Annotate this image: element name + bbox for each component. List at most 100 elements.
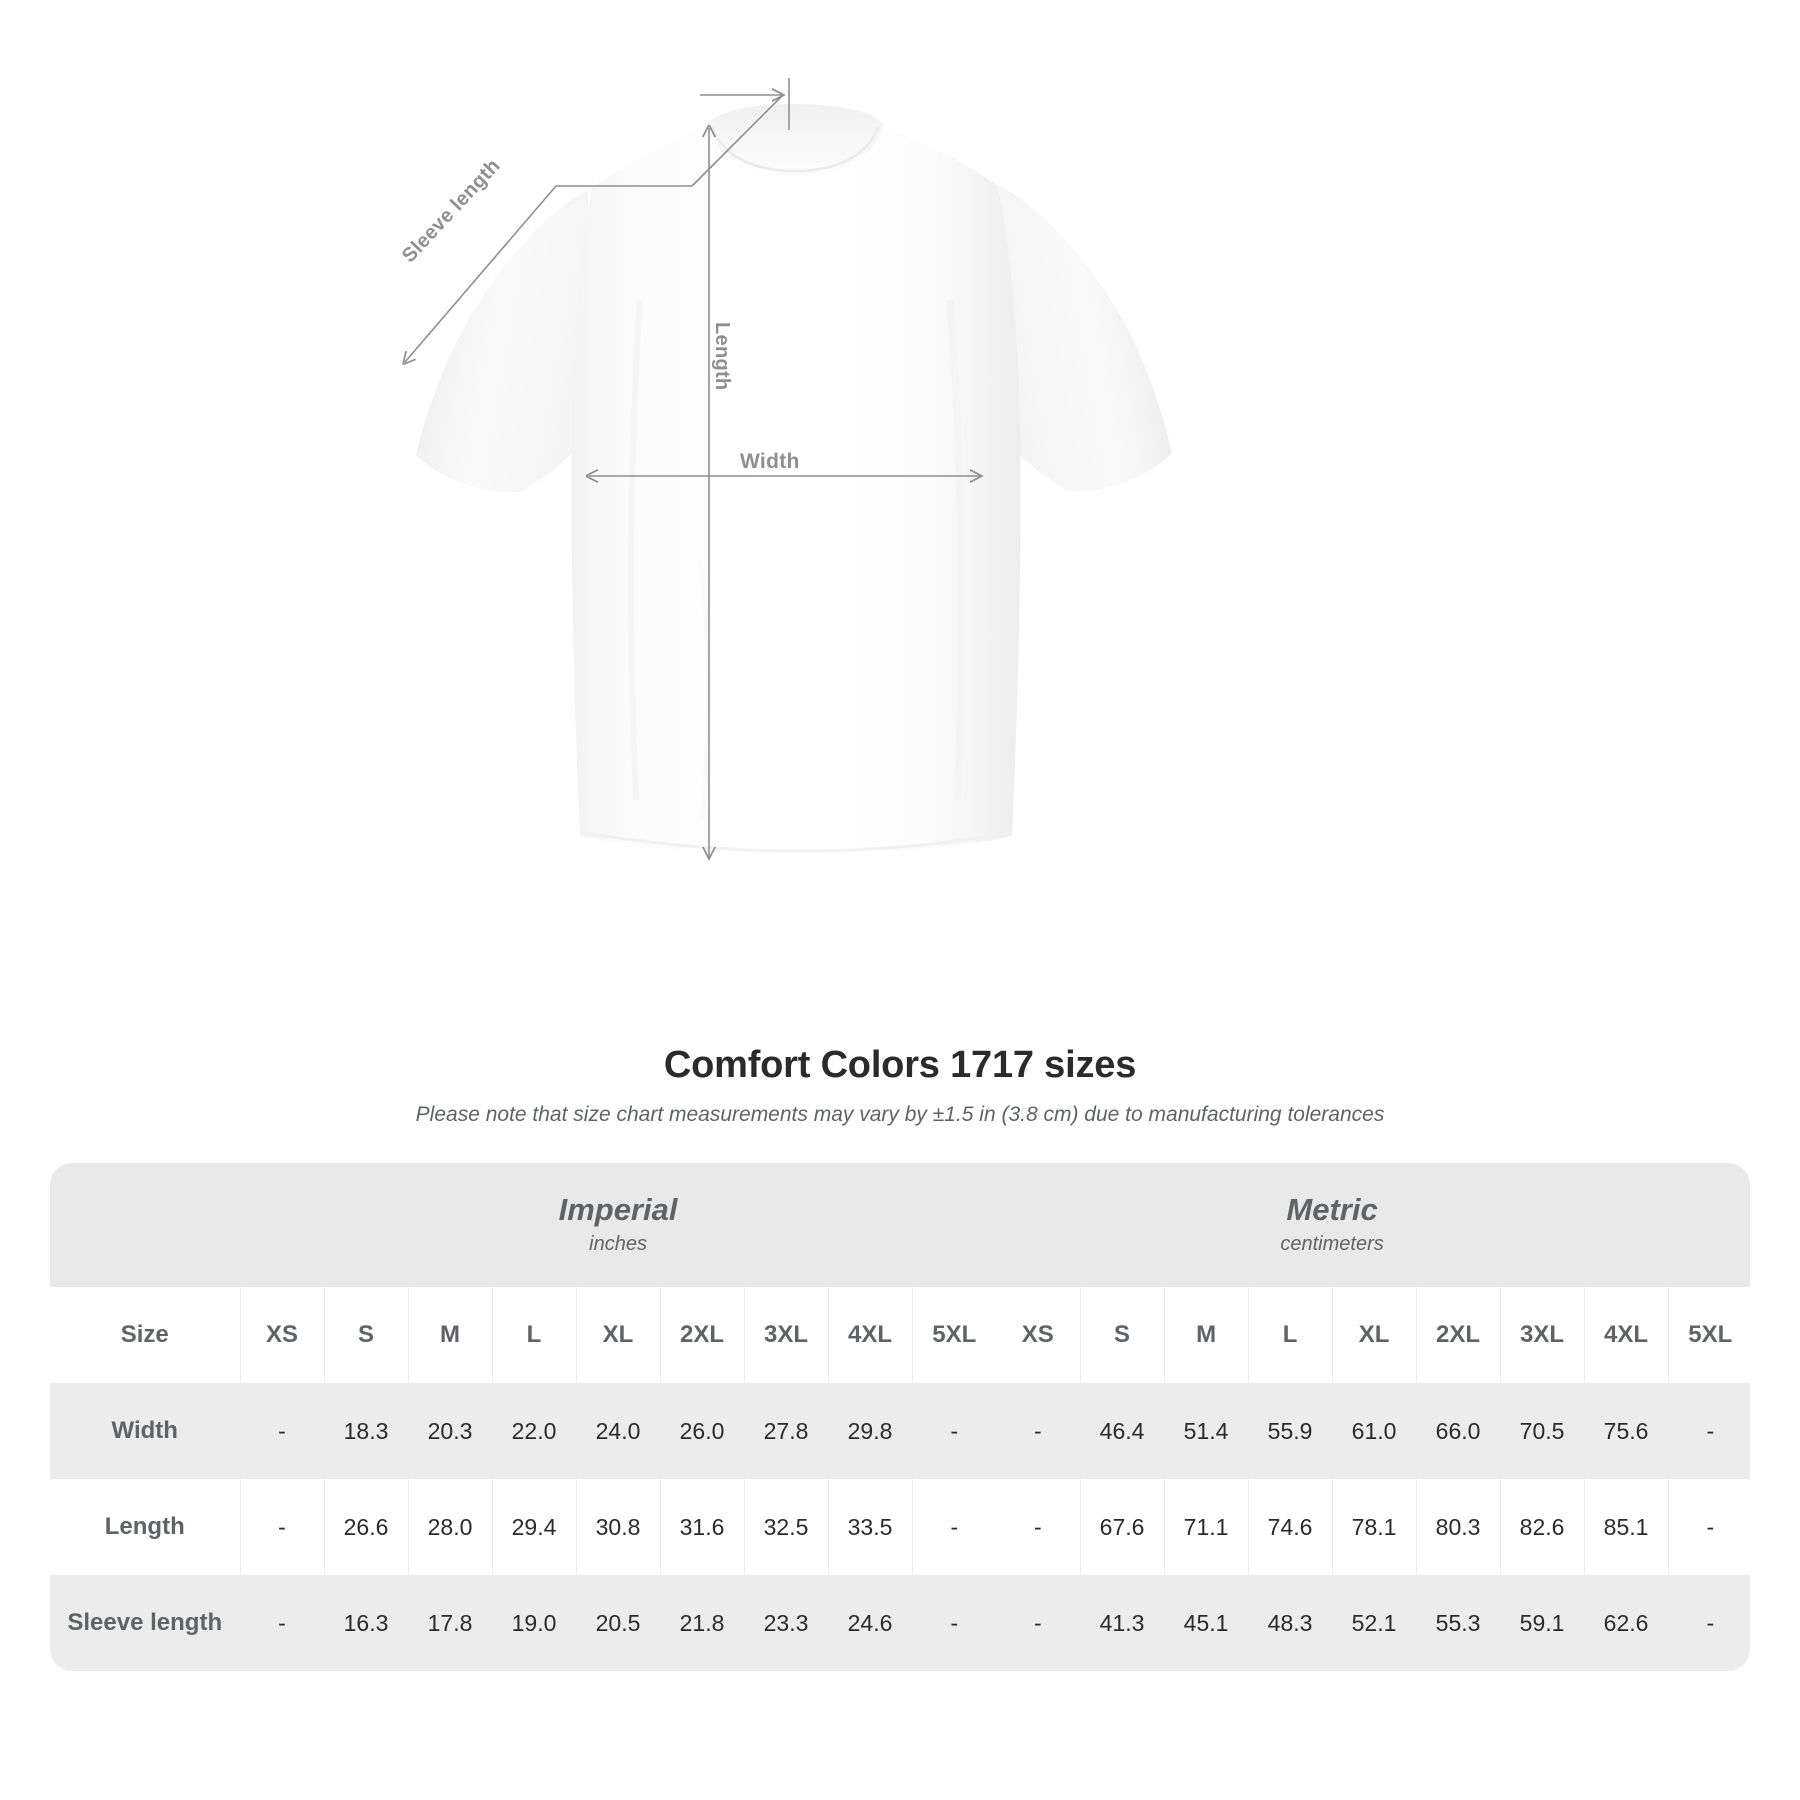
cell-length-imp-2xl: 31.6 bbox=[659, 1479, 744, 1575]
cell-sleeve-imp-xs: - bbox=[239, 1575, 324, 1671]
size-col-imperial-2xl: 2XL bbox=[659, 1287, 744, 1383]
page-title: Comfort Colors 1717 sizes bbox=[663, 1044, 1137, 1086]
size-col-imperial-xs: XS bbox=[239, 1287, 324, 1383]
cell-sleeve-met-s: 41.3 bbox=[1079, 1575, 1165, 1671]
unit-spacer bbox=[50, 1163, 240, 1287]
size-table-container: Imperial inches Metric centimeters Size … bbox=[50, 1163, 1750, 1671]
cell-width-imp-2xl: 26.0 bbox=[659, 1383, 744, 1479]
cell-length-met-xl: 78.1 bbox=[1331, 1479, 1417, 1575]
cell-sleeve-met-5xl: - bbox=[1667, 1575, 1750, 1671]
cell-length-imp-5xl: - bbox=[911, 1479, 997, 1575]
size-col-metric-2xl: 2XL bbox=[1415, 1287, 1501, 1383]
cell-sleeve-met-xs: - bbox=[996, 1575, 1081, 1671]
cell-sleeve-met-l: 48.3 bbox=[1247, 1575, 1333, 1671]
unit-imperial: Imperial inches bbox=[240, 1163, 997, 1287]
unit-imperial-sub: inches bbox=[589, 1233, 647, 1256]
cell-sleeve-imp-m: 17.8 bbox=[407, 1575, 492, 1671]
size-col-imperial-l: L bbox=[491, 1287, 576, 1383]
cell-width-met-m: 51.4 bbox=[1163, 1383, 1249, 1479]
title-block: Comfort Colors 1717 sizes Please note th… bbox=[0, 1044, 1800, 1127]
cell-sleeve-imp-3xl: 23.3 bbox=[743, 1575, 828, 1671]
length-label: Length bbox=[711, 322, 733, 391]
unit-spacer-right bbox=[1668, 1163, 1750, 1287]
size-col-metric-5xl: 5XL bbox=[1667, 1287, 1750, 1383]
cell-width-imp-4xl: 29.8 bbox=[827, 1383, 912, 1479]
tolerance-note: Please note that size chart measurements… bbox=[415, 1103, 1385, 1126]
unit-metric: Metric centimeters bbox=[996, 1163, 1669, 1287]
size-col-imperial-5xl: 5XL bbox=[911, 1287, 997, 1383]
cell-sleeve-imp-2xl: 21.8 bbox=[659, 1575, 744, 1671]
cell-width-imp-5xl: - bbox=[911, 1383, 997, 1479]
cell-length-met-2xl: 80.3 bbox=[1415, 1479, 1501, 1575]
size-col-metric-3xl: 3XL bbox=[1499, 1287, 1585, 1383]
cell-sleeve-imp-s: 16.3 bbox=[323, 1575, 408, 1671]
cell-width-met-4xl: 75.6 bbox=[1583, 1383, 1669, 1479]
size-col-imperial-s: S bbox=[323, 1287, 408, 1383]
cell-width-met-2xl: 66.0 bbox=[1415, 1383, 1501, 1479]
cell-length-met-l: 74.6 bbox=[1247, 1479, 1333, 1575]
cell-width-met-l: 55.9 bbox=[1247, 1383, 1333, 1479]
table-row: Sleeve length - 16.3 17.8 19.0 20.5 21.8… bbox=[50, 1575, 1750, 1671]
row-label-width: Width bbox=[50, 1383, 240, 1479]
cell-length-imp-3xl: 32.5 bbox=[743, 1479, 828, 1575]
cell-length-imp-xs: - bbox=[239, 1479, 324, 1575]
row-label-length: Length bbox=[50, 1479, 240, 1575]
tshirt-diagram bbox=[0, 78, 1172, 1040]
unit-header-row: Imperial inches Metric centimeters bbox=[50, 1163, 1750, 1287]
cell-width-met-3xl: 70.5 bbox=[1499, 1383, 1585, 1479]
cell-sleeve-met-4xl: 62.6 bbox=[1583, 1575, 1669, 1671]
cell-width-imp-l: 22.0 bbox=[491, 1383, 576, 1479]
cell-width-met-5xl: - bbox=[1667, 1383, 1750, 1479]
cell-width-met-s: 46.4 bbox=[1079, 1383, 1165, 1479]
cell-length-met-5xl: - bbox=[1667, 1479, 1750, 1575]
cell-length-imp-l: 29.4 bbox=[491, 1479, 576, 1575]
cell-length-met-s: 67.6 bbox=[1079, 1479, 1165, 1575]
product-illustration: Sleeve length Length Width bbox=[0, 78, 1172, 1040]
size-col-imperial-4xl: 4XL bbox=[827, 1287, 912, 1383]
size-col-metric-s: S bbox=[1079, 1287, 1165, 1383]
unit-metric-name: Metric bbox=[1286, 1191, 1378, 1227]
size-col-imperial-m: M bbox=[407, 1287, 492, 1383]
cell-sleeve-met-3xl: 59.1 bbox=[1499, 1575, 1585, 1671]
width-label: Width bbox=[740, 450, 800, 473]
size-col-metric-xl: XL bbox=[1331, 1287, 1417, 1383]
cell-length-imp-xl: 30.8 bbox=[575, 1479, 660, 1575]
cell-length-met-3xl: 82.6 bbox=[1499, 1479, 1585, 1575]
unit-imperial-name: Imperial bbox=[558, 1191, 678, 1227]
size-col-metric-xs: XS bbox=[996, 1287, 1081, 1383]
cell-width-imp-3xl: 27.8 bbox=[743, 1383, 828, 1479]
cell-sleeve-met-xl: 52.1 bbox=[1331, 1575, 1417, 1671]
cell-width-met-xl: 61.0 bbox=[1331, 1383, 1417, 1479]
cell-length-imp-m: 28.0 bbox=[407, 1479, 492, 1575]
cell-sleeve-imp-l: 19.0 bbox=[491, 1575, 576, 1671]
table-row: Length - 26.6 28.0 29.4 30.8 31.6 32.5 3… bbox=[50, 1479, 1750, 1575]
cell-width-imp-m: 20.3 bbox=[407, 1383, 492, 1479]
size-col-metric-4xl: 4XL bbox=[1583, 1287, 1669, 1383]
cell-width-imp-xs: - bbox=[239, 1383, 324, 1479]
cell-width-met-xs: - bbox=[996, 1383, 1081, 1479]
size-table: Imperial inches Metric centimeters Size … bbox=[50, 1163, 1750, 1671]
cell-sleeve-imp-4xl: 24.6 bbox=[827, 1575, 912, 1671]
size-col-imperial-xl: XL bbox=[575, 1287, 660, 1383]
size-col-metric-l: L bbox=[1247, 1287, 1333, 1383]
row-label-sleeve-length: Sleeve length bbox=[50, 1575, 240, 1671]
cell-sleeve-imp-5xl: - bbox=[911, 1575, 997, 1671]
cell-width-imp-xl: 24.0 bbox=[575, 1383, 660, 1479]
cell-sleeve-met-m: 45.1 bbox=[1163, 1575, 1249, 1671]
size-header-label: Size bbox=[50, 1287, 240, 1383]
cell-length-met-4xl: 85.1 bbox=[1583, 1479, 1669, 1575]
tshirt-shape bbox=[416, 104, 1172, 854]
table-row: Width - 18.3 20.3 22.0 24.0 26.0 27.8 29… bbox=[50, 1383, 1750, 1479]
unit-metric-sub: centimeters bbox=[1280, 1233, 1384, 1256]
cell-sleeve-imp-xl: 20.5 bbox=[575, 1575, 660, 1671]
cell-length-imp-4xl: 33.5 bbox=[827, 1479, 912, 1575]
cell-width-imp-s: 18.3 bbox=[323, 1383, 408, 1479]
size-col-imperial-3xl: 3XL bbox=[743, 1287, 828, 1383]
cell-sleeve-met-2xl: 55.3 bbox=[1415, 1575, 1501, 1671]
size-col-metric-m: M bbox=[1163, 1287, 1249, 1383]
size-header-row: Size XS S M L XL 2XL 3XL 4XL 5XL XS S M … bbox=[50, 1287, 1750, 1383]
cell-length-met-m: 71.1 bbox=[1163, 1479, 1249, 1575]
cell-length-imp-s: 26.6 bbox=[323, 1479, 408, 1575]
cell-length-met-xs: - bbox=[996, 1479, 1081, 1575]
